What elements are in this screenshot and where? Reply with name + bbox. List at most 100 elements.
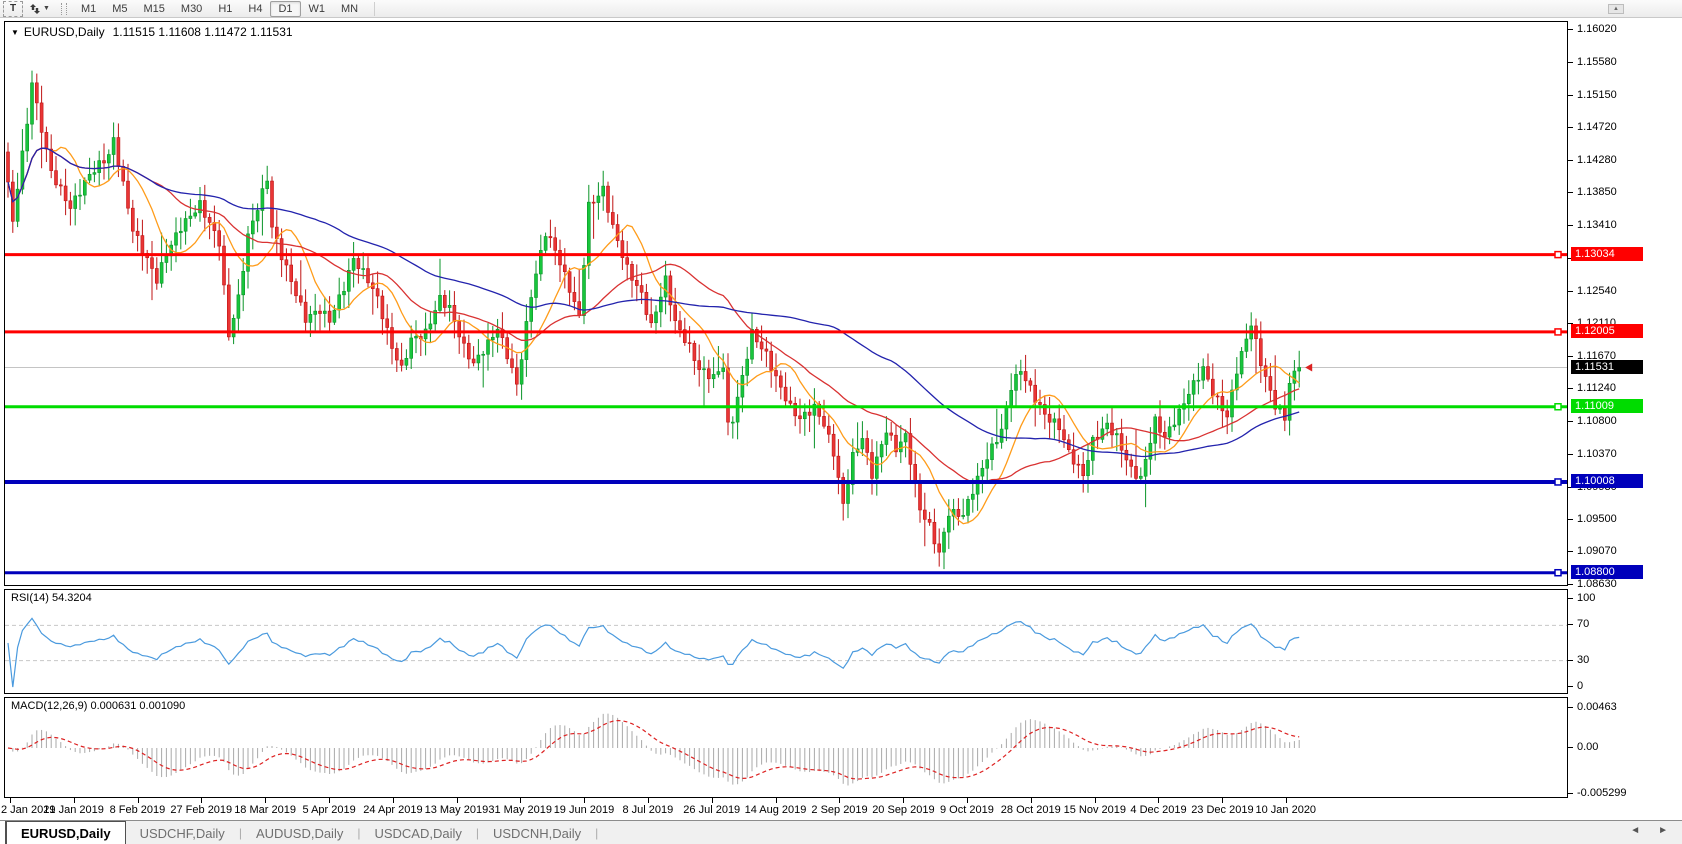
date-axis-tick: [201, 798, 203, 803]
date-axis-label: 10 Jan 2020: [1255, 804, 1317, 816]
price-badge-1.08800: 1.08800: [1571, 564, 1643, 579]
date-axis-label: 26 Jul 2019: [683, 804, 741, 816]
macd-label: MACD(12,26,9) 0.000631 0.001090: [11, 700, 186, 712]
date-axis-tick: [456, 798, 458, 803]
symbol-tabs: EURUSD,Daily USDCHF,Daily | AUDUSD,Daily | US…: [6, 821, 598, 844]
candles-layer: [6, 70, 1301, 570]
price-axis-tick: [1568, 257, 1573, 259]
timeframe-button-m30[interactable]: M30: [180, 2, 203, 15]
price-badge-1.11009: 1.11009: [1571, 398, 1643, 413]
date-axis-label: 27 Feb 2019: [170, 804, 233, 816]
date-axis-tick: [839, 798, 841, 803]
ma-10-line: [7, 146, 1300, 525]
price-badge-1.10008: 1.10008: [1571, 473, 1643, 488]
tab-usdcad[interactable]: USDCAD,Daily: [374, 826, 462, 841]
tab-usdchf[interactable]: USDCHF,Daily: [139, 826, 225, 841]
tab-audusd[interactable]: AUDUSD,Daily: [255, 826, 344, 841]
tab-divider: |: [475, 825, 479, 840]
price-axis-tick: [1568, 792, 1573, 794]
tabbar-left-stub: [0, 821, 6, 844]
date-axis-label: 23 Dec 2019: [1191, 804, 1254, 816]
price-axis-label: 1.14280: [1577, 153, 1617, 166]
price-badge-1.13034: 1.13034: [1571, 246, 1643, 261]
price-axis-label: 1.11240: [1577, 382, 1616, 395]
price-axis-label: 1.08630: [1577, 578, 1617, 591]
tab-divider: |: [238, 825, 242, 840]
date-axis-tick: [1158, 798, 1160, 803]
macd-panel[interactable]: MACD(12,26,9) 0.000631 0.001090: [4, 697, 1568, 798]
date-axis-label: 2 Jan 2019: [1, 804, 56, 816]
scroll-up-button[interactable]: ▲: [1608, 4, 1624, 14]
price-axis-label: 1.10800: [1577, 415, 1617, 428]
price-axis-tick: [1568, 584, 1573, 586]
toolbar-separator: [374, 1, 376, 16]
timeframe-button-m1[interactable]: M1: [80, 2, 97, 15]
timeframe-button-mn[interactable]: MN: [341, 2, 359, 15]
price-axis-tick: [1568, 29, 1573, 31]
price-axis-tick: [1568, 659, 1573, 661]
date-axis-label: 8 Feb 2019: [109, 804, 166, 816]
price-axis-label: 1.09070: [1577, 545, 1617, 558]
price-axis-tick: [1568, 388, 1573, 390]
timeframe-button-w1[interactable]: W1: [308, 2, 326, 15]
price-badge-1.12005: 1.12005: [1571, 323, 1643, 338]
candlestick-chart-canvas[interactable]: [5, 22, 1567, 585]
timeframe-button-m15[interactable]: M15: [143, 2, 165, 15]
price-axis-tick: [1568, 486, 1573, 488]
date-axis-label: 28 Oct 2019: [1000, 804, 1061, 816]
price-axis-tick: [1568, 624, 1573, 626]
date-axis-tick: [903, 798, 905, 803]
date-axis-tick: [73, 798, 75, 803]
rsi-label: RSI(14) 54.3204: [11, 592, 92, 604]
price-axis-label: 1.09500: [1577, 513, 1617, 526]
date-axis-tick: [265, 798, 267, 803]
date-axis-label: 2 Sep 2019: [811, 804, 868, 816]
timeframe-button-m5[interactable]: M5: [112, 2, 128, 15]
price-axis-label: 0: [1577, 680, 1584, 692]
date-axis-tick: [1222, 798, 1224, 803]
price-axis: 1.16020 1.15580 1.15150 1.14720 1.14280 1.138…: [1568, 19, 1682, 819]
chart-quote-values: 1.11515 1.11608 1.11472 1.11531: [112, 25, 293, 39]
price-badge-1.11531: 1.11531: [1571, 359, 1643, 374]
date-axis-tick: [1286, 798, 1287, 803]
price-axis-label: 1.15580: [1577, 56, 1617, 69]
price-axis-tick: [1568, 519, 1573, 521]
timeframe-button-h1[interactable]: H1: [218, 2, 233, 15]
price-axis-tick: [1568, 126, 1573, 128]
price-axis-tick: [1568, 356, 1573, 358]
date-axis-tick: [711, 798, 713, 803]
date-axis-label: 19 Jun 2019: [553, 804, 615, 816]
date-axis-tick: [137, 798, 139, 803]
date-axis-label: 14 Aug 2019: [744, 804, 807, 816]
price-axis-label: 1.14720: [1577, 120, 1617, 133]
macd-histogram: [12, 713, 1300, 786]
date-axis-tick: [648, 798, 649, 803]
tab-eurusd[interactable]: EURUSD,Daily: [6, 821, 126, 844]
price-axis-label: 1.13410: [1577, 219, 1617, 232]
ma-65-line: [7, 147, 1300, 458]
price-axis-tick: [1568, 323, 1573, 325]
tab-usdcnh[interactable]: USDCNH,Daily: [493, 826, 582, 841]
price-axis-label: 1.15150: [1577, 88, 1617, 101]
toolbar: T ▼ M1 M5 M15 M30 H1 H4 D1 W1 MN: [0, 0, 1682, 18]
arrange-arrows-icon[interactable]: ▼: [26, 1, 53, 17]
price-axis-label: 0.00: [1577, 741, 1599, 753]
main-chart-panel[interactable]: ▼ EURUSD,Daily 1.11515 1.11608 1.11472 1.1…: [4, 21, 1568, 586]
rsi-chart-canvas: [5, 617, 1567, 688]
price-axis-tick: [1568, 159, 1573, 161]
chart-title-caret-icon: ▼: [11, 28, 19, 37]
price-axis-label: 100: [1577, 592, 1596, 604]
timeframe-button-d1[interactable]: D1: [270, 0, 301, 17]
text-label-tool-button[interactable]: T: [3, 0, 23, 17]
date-axis-tick: [520, 798, 522, 803]
date-axis-label: 24 Apr 2019: [363, 804, 423, 816]
timeframe-button-h4[interactable]: H4: [248, 2, 263, 15]
tab-scroll-left-icon[interactable]: ◄: [1630, 825, 1641, 836]
price-axis-label: 1.10370: [1577, 447, 1617, 460]
rsi-panel[interactable]: RSI(14) 54.3204: [4, 589, 1568, 694]
tab-scroll-right-icon[interactable]: ►: [1658, 825, 1668, 836]
tab-divider: |: [595, 825, 599, 840]
ma-30-line: [7, 147, 1300, 484]
chart-title: ▼ EURUSD,Daily 1.11515 1.11608 1.11472 1.1…: [11, 25, 293, 39]
